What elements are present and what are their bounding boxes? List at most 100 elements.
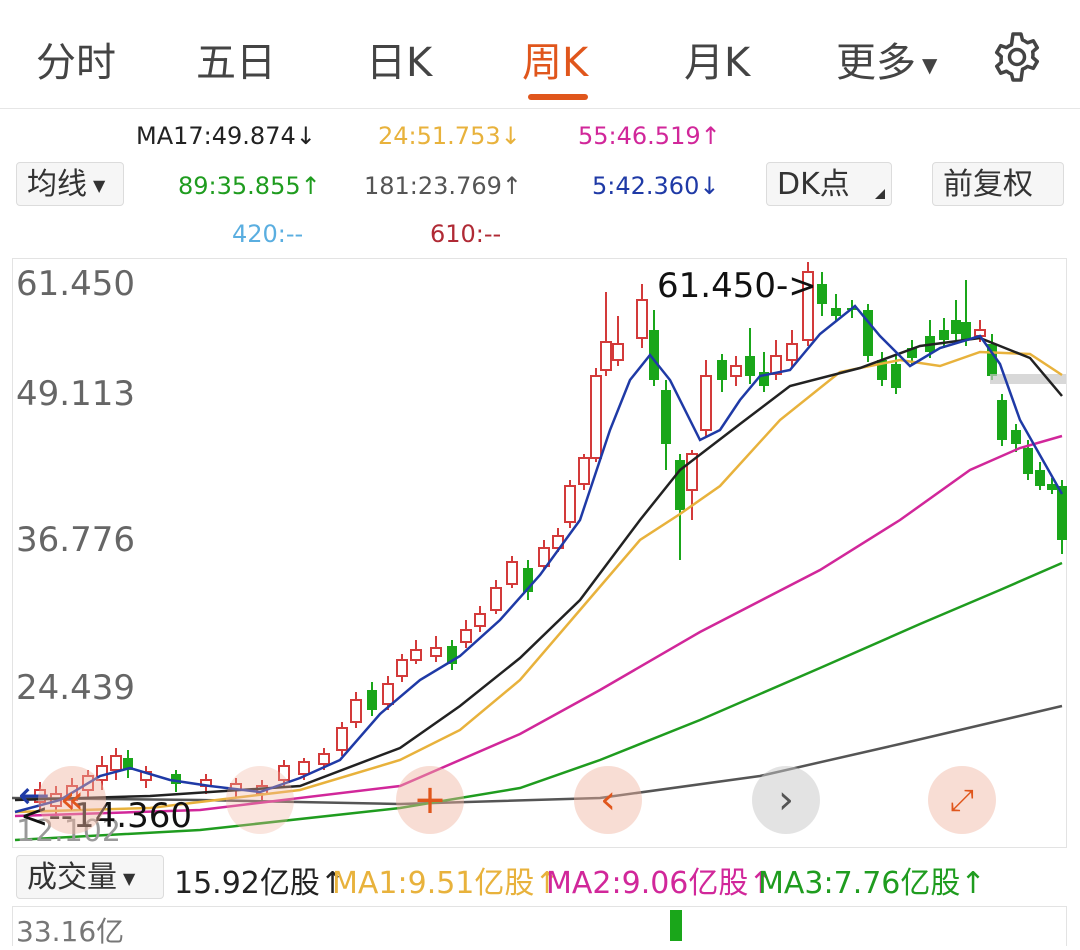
low-marker-arrow: ←	[18, 773, 50, 817]
active-tab-indicator	[528, 94, 588, 100]
candle-body	[350, 699, 362, 723]
y-axis-label-3: 36.776	[16, 520, 135, 560]
candle-body	[786, 343, 798, 361]
volume-bar	[670, 910, 682, 941]
ma55-line	[14, 434, 1063, 818]
forward-adjust-button[interactable]: 前复权	[932, 162, 1064, 206]
candle-body	[1011, 430, 1021, 444]
tab-five-day[interactable]: 五日	[196, 40, 276, 86]
candle-body	[686, 453, 698, 491]
low-price-marker: <--14.360	[20, 796, 192, 836]
volume-ma3: MA3:7.76亿股↑	[758, 866, 986, 901]
candle-body	[802, 271, 814, 341]
ma181-line	[11, 704, 1063, 806]
corner-triangle-icon	[875, 189, 885, 199]
candle-body	[951, 320, 961, 334]
candle-body	[612, 343, 624, 361]
candle-body	[382, 683, 394, 705]
volume-ma1: MA1:9.51亿股↑	[332, 866, 560, 901]
tab-more[interactable]: 更多 ▼	[836, 30, 937, 88]
zoom-out-button[interactable]: «	[38, 766, 106, 834]
candle-body	[490, 587, 502, 611]
candle-body	[863, 310, 873, 356]
plus-icon: +	[413, 777, 447, 823]
candle-body	[759, 372, 769, 386]
ma24-line	[14, 350, 1063, 814]
candle-body	[1057, 486, 1067, 540]
scroll-right-button[interactable]: ›	[752, 766, 820, 834]
tab-monthly-k[interactable]: 月K	[684, 40, 751, 86]
tab-daily-k[interactable]: 日K	[366, 40, 433, 86]
price-chart[interactable]	[12, 258, 1067, 848]
candle-body	[590, 375, 602, 459]
ma24-value: 24:51.753↓	[378, 122, 521, 150]
volume-ma2: MA2:9.06亿股↑	[546, 866, 774, 901]
candle-body	[675, 460, 685, 510]
candle-body	[649, 330, 659, 380]
volume-chart[interactable]	[12, 906, 1067, 946]
chevron-right-icon: ›	[778, 777, 794, 823]
ma420-value: 420:--	[232, 220, 304, 248]
candle-body	[907, 348, 917, 358]
candle-body	[336, 727, 348, 751]
dk-point-label: DK点	[777, 167, 850, 202]
candle-body	[396, 659, 408, 677]
candle-body	[600, 341, 612, 371]
fullscreen-button[interactable]: ⤢	[928, 766, 996, 834]
ma-type-select[interactable]: 均线 ▼	[16, 162, 124, 206]
candle-body	[110, 755, 122, 771]
y-axis-label-top: 61.450	[16, 264, 135, 304]
y-axis-label-2: 49.113	[16, 374, 135, 414]
candle-body	[318, 753, 330, 765]
price-highlight-band	[990, 374, 1066, 384]
tab-intraday[interactable]: 分时	[36, 40, 116, 86]
candle-body	[1035, 470, 1045, 486]
caret-down-icon: ▼	[93, 175, 106, 195]
high-price-marker: 61.450->	[657, 266, 817, 306]
dk-point-button[interactable]: DK点	[766, 162, 892, 206]
candle-body	[410, 649, 422, 661]
period-tab-bar: 分时 五日 日K 周K 月K 更多 ▼	[0, 0, 1080, 109]
candle-body	[506, 561, 518, 585]
candle-body	[278, 765, 290, 781]
ma89-value: 89:35.855↑	[178, 172, 321, 200]
ma181-value: 181:23.769↑	[364, 172, 522, 200]
candle-body	[939, 330, 949, 340]
volume-indicator-select[interactable]: 成交量 ▼	[16, 855, 164, 899]
candle-body	[171, 774, 181, 784]
candle-body	[298, 761, 310, 775]
chevron-left-icon: ‹	[600, 777, 616, 823]
ma-type-label: 均线	[27, 167, 87, 202]
ma17-value: MA17:49.874↓	[136, 122, 316, 150]
candle-body	[1047, 484, 1057, 490]
candle-body	[831, 308, 841, 316]
candle-body	[877, 360, 887, 380]
scroll-left-button[interactable]: ‹	[574, 766, 642, 834]
ma610-value: 610:--	[430, 220, 502, 248]
candle-body	[997, 400, 1007, 440]
candle-body	[717, 360, 727, 380]
candle-body	[987, 344, 997, 376]
expand-icon: ⤢	[950, 782, 974, 818]
volume-current: 15.92亿股↑	[174, 866, 346, 901]
candle-body	[1023, 448, 1033, 474]
candle-body	[961, 322, 971, 340]
caret-down-icon: ▼	[123, 868, 136, 888]
ma89-line	[14, 561, 1063, 842]
candle-body	[636, 299, 648, 339]
candle-body	[447, 646, 457, 664]
tab-weekly-k[interactable]: 周K	[522, 40, 589, 86]
ma5-line	[14, 304, 1064, 814]
candle-body	[700, 375, 712, 431]
ma17-line	[14, 336, 1063, 802]
gear-icon[interactable]	[990, 30, 1044, 84]
caret-down-icon: ▼	[922, 53, 938, 77]
candle-body	[891, 364, 901, 388]
zoom-reset-button[interactable]	[226, 766, 294, 834]
double-chevron-left-icon: «	[59, 777, 85, 823]
candle-body	[430, 647, 442, 657]
zoom-in-button[interactable]: +	[396, 766, 464, 834]
candle-body	[34, 789, 46, 803]
ma55-value: 55:46.519↑	[578, 122, 721, 150]
